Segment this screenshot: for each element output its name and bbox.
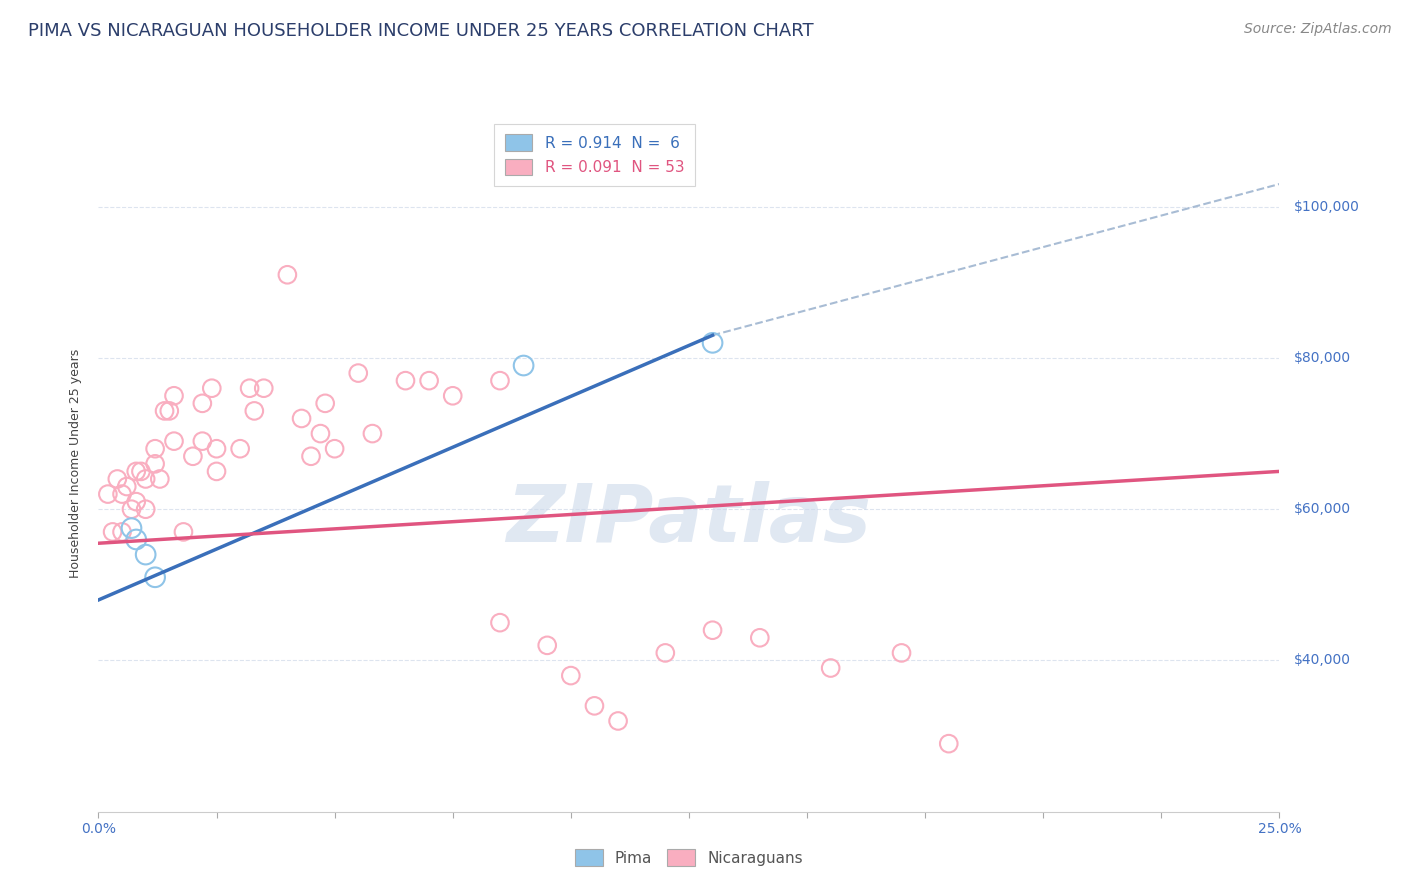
Point bbox=[135, 548, 157, 562]
Point bbox=[115, 479, 138, 493]
Point bbox=[143, 570, 166, 584]
Point bbox=[347, 366, 370, 380]
Point bbox=[299, 450, 322, 464]
Point bbox=[105, 472, 128, 486]
Point bbox=[309, 426, 332, 441]
Text: PIMA VS NICARAGUAN HOUSEHOLDER INCOME UNDER 25 YEARS CORRELATION CHART: PIMA VS NICARAGUAN HOUSEHOLDER INCOME UN… bbox=[28, 22, 814, 40]
Point bbox=[583, 698, 606, 713]
Point bbox=[748, 631, 770, 645]
Point bbox=[243, 404, 266, 418]
Point bbox=[111, 487, 134, 501]
Point bbox=[143, 442, 166, 456]
Text: Source: ZipAtlas.com: Source: ZipAtlas.com bbox=[1244, 22, 1392, 37]
Point bbox=[121, 521, 143, 535]
Point bbox=[143, 457, 166, 471]
Text: ZIPatlas: ZIPatlas bbox=[506, 481, 872, 558]
Y-axis label: Householder Income Under 25 years: Householder Income Under 25 years bbox=[69, 349, 83, 579]
Point bbox=[125, 494, 148, 508]
Point bbox=[135, 502, 157, 516]
Point bbox=[97, 487, 120, 501]
Point bbox=[205, 464, 228, 478]
Point bbox=[560, 668, 582, 682]
Point bbox=[205, 442, 228, 456]
Point bbox=[125, 533, 148, 547]
Point bbox=[172, 524, 194, 539]
Point bbox=[441, 389, 464, 403]
Point bbox=[607, 714, 630, 728]
Point bbox=[489, 615, 512, 630]
Point bbox=[191, 434, 214, 449]
Point bbox=[125, 464, 148, 478]
Point bbox=[111, 524, 134, 539]
Point bbox=[702, 335, 724, 350]
Point bbox=[253, 381, 276, 395]
Point bbox=[101, 524, 124, 539]
Point bbox=[157, 404, 180, 418]
Text: $40,000: $40,000 bbox=[1294, 654, 1351, 667]
Point bbox=[394, 374, 416, 388]
Point bbox=[290, 411, 312, 425]
Point bbox=[512, 359, 534, 373]
Point bbox=[323, 442, 346, 456]
Point bbox=[201, 381, 224, 395]
Point bbox=[229, 442, 252, 456]
Point bbox=[418, 374, 440, 388]
Text: $100,000: $100,000 bbox=[1294, 200, 1360, 214]
Point bbox=[121, 502, 143, 516]
Point bbox=[129, 464, 152, 478]
Point bbox=[163, 389, 186, 403]
Point bbox=[489, 374, 512, 388]
Point bbox=[536, 638, 558, 652]
Point bbox=[361, 426, 384, 441]
Point bbox=[163, 434, 186, 449]
Point bbox=[654, 646, 676, 660]
Point bbox=[820, 661, 842, 675]
Point bbox=[314, 396, 336, 410]
Point bbox=[938, 737, 960, 751]
Point bbox=[149, 472, 172, 486]
Text: $80,000: $80,000 bbox=[1294, 351, 1351, 365]
Point bbox=[239, 381, 262, 395]
Point bbox=[181, 450, 204, 464]
Point bbox=[276, 268, 298, 282]
Text: $60,000: $60,000 bbox=[1294, 502, 1351, 516]
Point bbox=[135, 472, 157, 486]
Point bbox=[191, 396, 214, 410]
Point bbox=[702, 624, 724, 638]
Point bbox=[153, 404, 176, 418]
Legend: Pima, Nicaraguans: Pima, Nicaraguans bbox=[568, 842, 810, 873]
Point bbox=[890, 646, 912, 660]
